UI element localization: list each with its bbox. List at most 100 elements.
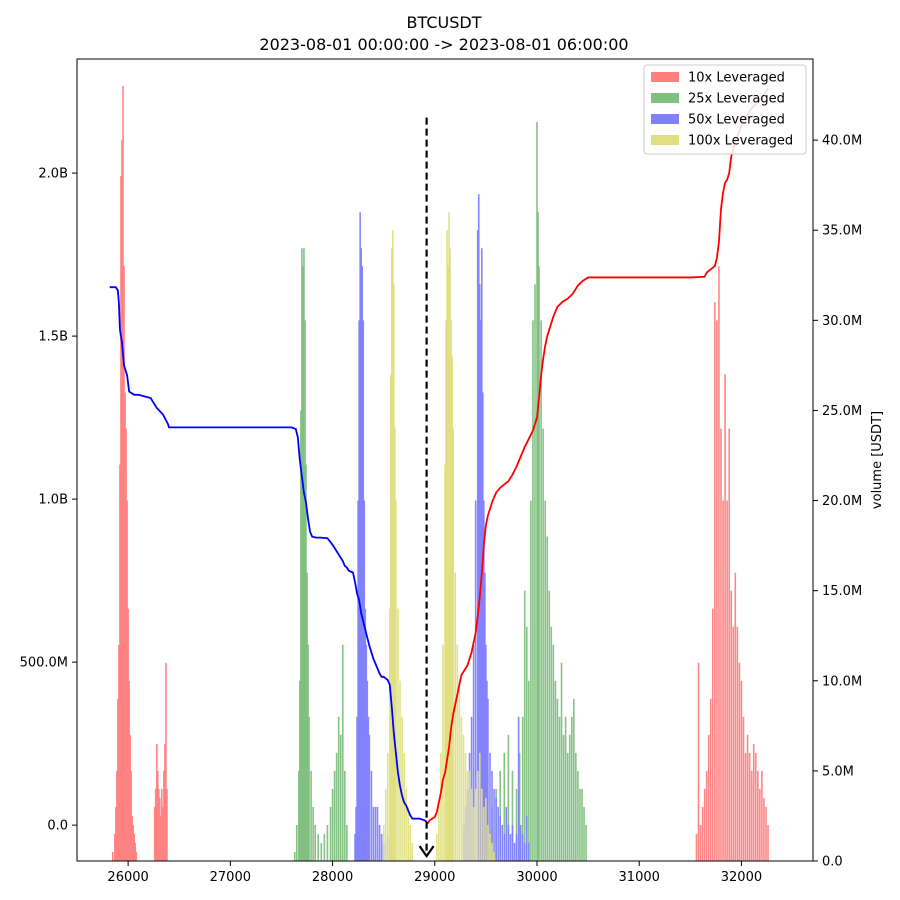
volume-bar	[511, 824, 514, 861]
volume-bar	[444, 464, 446, 861]
volume-bar	[300, 410, 302, 861]
volume-bar	[355, 806, 357, 861]
volume-bar	[742, 716, 745, 861]
volume-bar	[726, 500, 728, 861]
volume-bar	[493, 851, 495, 861]
right-axis-label: volume [USDT]	[870, 411, 885, 509]
volume-bar	[442, 644, 444, 861]
volume-bar	[115, 806, 117, 861]
volume-bar	[521, 833, 524, 861]
volume-bar	[487, 698, 489, 861]
series-4-bars	[382, 212, 495, 861]
volume-bar	[501, 824, 504, 861]
volume-bar	[407, 806, 409, 861]
volume-bar	[507, 734, 510, 861]
volume-bar	[124, 392, 126, 861]
volume-bar	[734, 572, 737, 861]
volume-bar	[548, 590, 551, 861]
volume-bar	[121, 140, 123, 861]
right-tick-label: 25.0M	[822, 404, 862, 419]
volume-bar	[515, 833, 518, 861]
volume-bar	[499, 815, 501, 861]
left-y-axis: 0.0 500.0M 1.0B 1.5B 2.0B	[20, 167, 77, 834]
legend-swatch	[651, 114, 679, 124]
volume-bar	[583, 806, 585, 861]
volume-bar	[333, 770, 336, 861]
volume-bar	[161, 788, 163, 861]
volume-bar	[367, 716, 370, 861]
volume-bar	[521, 716, 524, 861]
volume-bar	[720, 428, 722, 861]
volume-bars	[111, 86, 769, 861]
volume-bar	[451, 356, 453, 861]
volume-bar	[356, 716, 358, 861]
volume-bar	[477, 194, 480, 861]
volume-bar	[403, 752, 405, 861]
legend-swatch	[651, 93, 679, 103]
volume-bar	[329, 806, 332, 861]
left-tick-label: 0.0	[47, 819, 68, 834]
volume-bar	[126, 500, 128, 861]
volume-bar	[401, 716, 403, 861]
x-tick-label: 30000	[516, 870, 557, 885]
volume-bar	[470, 788, 473, 861]
volume-bar	[482, 392, 484, 861]
left-tick-label: 1.5B	[38, 330, 68, 345]
volume-bar	[765, 806, 767, 861]
volume-bar	[740, 680, 743, 861]
volume-bar	[310, 770, 312, 861]
legend-label: 100x Leveraged	[688, 134, 793, 149]
volume-bar	[326, 824, 329, 861]
volume-bar	[503, 833, 506, 861]
volume-bar	[127, 608, 129, 861]
volume-bar	[390, 374, 392, 861]
volume-bar	[320, 842, 323, 861]
volume-bar	[308, 716, 310, 861]
volume-bar	[344, 770, 346, 861]
volume-bar	[564, 716, 567, 861]
volume-bar	[497, 806, 499, 861]
volume-bar	[472, 644, 475, 861]
volume-bar	[378, 824, 381, 861]
volume-bar	[491, 770, 493, 861]
volume-bar	[341, 644, 344, 861]
volume-bar	[135, 851, 138, 861]
volume-bar	[361, 266, 363, 861]
volume-bar	[736, 626, 739, 861]
volume-bar	[159, 797, 161, 861]
volume-bar	[399, 680, 401, 861]
volume-bar	[528, 842, 530, 861]
volume-bar	[366, 680, 369, 861]
volume-bar	[323, 833, 326, 861]
volume-bar	[380, 833, 383, 861]
volume-bar	[738, 662, 741, 861]
volume-bar	[577, 770, 579, 861]
volume-bar	[489, 833, 491, 861]
volume-bar	[716, 320, 718, 861]
volume-bar	[695, 833, 698, 861]
volume-bar	[579, 788, 581, 861]
volume-bar	[446, 230, 448, 861]
volume-bar	[460, 716, 463, 861]
volume-bar	[374, 806, 377, 861]
volume-bar	[537, 212, 539, 861]
volume-bar	[481, 248, 483, 861]
volume-bar	[157, 788, 160, 861]
volume-bar	[339, 734, 342, 861]
volume-bar	[759, 788, 761, 861]
volume-bar	[707, 734, 710, 861]
volume-bar	[452, 428, 454, 861]
volume-bar	[550, 626, 553, 861]
volume-bar	[129, 734, 131, 861]
volume-bar	[293, 851, 296, 861]
volume-bar	[370, 770, 373, 861]
volume-bar	[744, 752, 747, 861]
volume-bar	[556, 698, 559, 861]
volume-bar	[489, 752, 491, 861]
volume-bar	[395, 500, 397, 861]
volume-bar	[134, 842, 137, 861]
volume-bar	[305, 464, 307, 861]
volume-bar	[474, 500, 477, 861]
volume-bar	[376, 806, 379, 861]
volume-bar	[368, 734, 371, 861]
